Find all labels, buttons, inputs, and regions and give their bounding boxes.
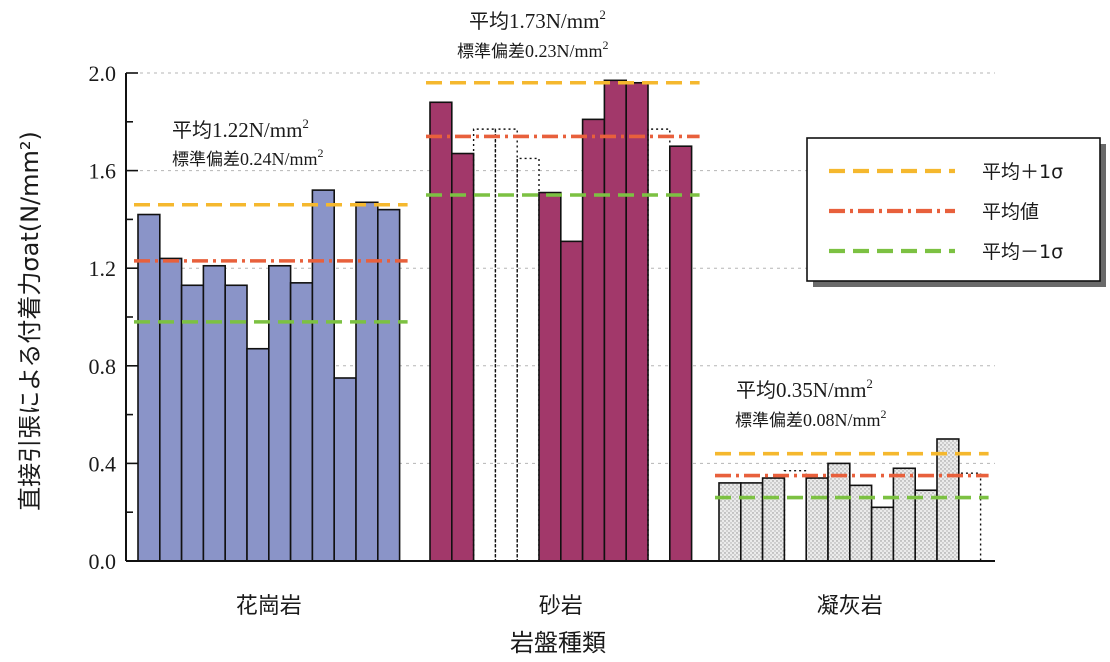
y-axis-title: 直接引張による付着力σat(N/mm²) <box>16 131 44 511</box>
bar <box>739 482 764 562</box>
x-category-label: 凝灰岩 <box>817 594 883 619</box>
mean-annotation: 平均0.35N/mm2 <box>736 376 873 402</box>
bar-group <box>137 189 401 562</box>
bar-dotted <box>783 470 807 561</box>
x-axis-title: 岩盤種類 <box>510 629 606 657</box>
bar <box>311 189 335 562</box>
legend-label: 平均＋1σ <box>982 161 1063 183</box>
bar <box>559 240 584 562</box>
bar <box>625 81 649 562</box>
bar <box>289 282 314 562</box>
bar <box>180 284 205 562</box>
bar <box>246 347 270 562</box>
bar <box>936 438 960 562</box>
bar <box>892 467 917 562</box>
bar-dotted <box>647 128 671 561</box>
bar <box>581 118 606 562</box>
bar <box>668 145 693 562</box>
bar <box>538 191 562 562</box>
std-annotation: 標準偏差0.08N/mm2 <box>735 407 887 431</box>
bar <box>224 284 248 562</box>
y-tick-label: 2.0 <box>89 61 117 86</box>
bar-group <box>718 438 982 562</box>
y-tick-label: 1.6 <box>89 159 117 184</box>
bar <box>159 257 183 562</box>
bar <box>603 79 628 562</box>
mean-annotation: 平均1.22N/mm2 <box>172 116 309 142</box>
bar <box>827 462 851 562</box>
bar <box>333 377 357 562</box>
bars <box>137 79 982 562</box>
bar <box>805 477 829 562</box>
legend-label: 平均値 <box>982 201 1039 223</box>
reference-lines <box>134 80 989 500</box>
bar <box>761 477 786 562</box>
mean-annotation: 平均1.73N/mm2 <box>469 7 606 33</box>
bar <box>718 482 742 562</box>
bar-group <box>429 79 693 562</box>
bar <box>137 213 161 562</box>
bar <box>429 101 453 562</box>
y-tick-label: 0.0 <box>89 549 117 574</box>
x-category-label: 花崗岩 <box>236 594 302 619</box>
bar-dotted <box>472 128 497 561</box>
std-annotation: 標準偏差0.24N/mm2 <box>172 146 324 170</box>
bar <box>450 152 475 562</box>
x-category-label: 砂岩 <box>539 594 583 619</box>
y-tick-label: 0.8 <box>89 354 117 379</box>
bar-dotted <box>958 472 982 561</box>
bar <box>267 264 292 562</box>
bar-dotted <box>494 128 518 561</box>
bar <box>355 201 379 562</box>
bar <box>870 506 895 562</box>
legend-label: 平均－1σ <box>982 241 1063 263</box>
bar-dotted <box>516 157 540 561</box>
y-tick-label: 0.4 <box>89 451 117 476</box>
bar <box>914 489 938 562</box>
std-annotation: 標準偏差0.23N/mm2 <box>457 38 609 62</box>
y-tick-label: 1.2 <box>89 256 117 281</box>
bar <box>202 264 226 562</box>
